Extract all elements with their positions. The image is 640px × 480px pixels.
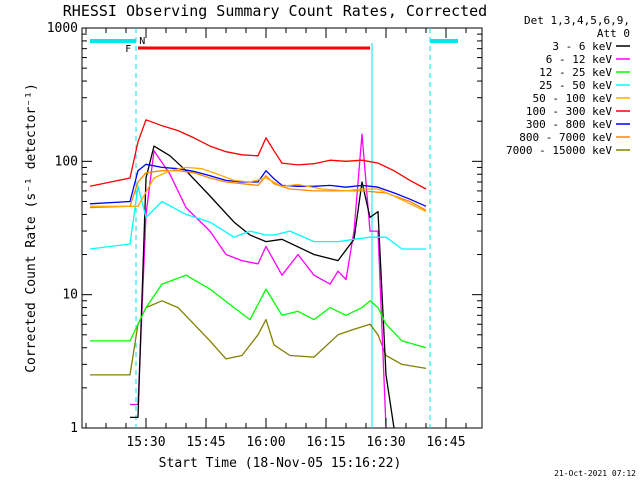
legend-entry-label: 800 - 7000 keV (519, 131, 612, 144)
y-tick-label: 1 (70, 421, 78, 436)
y-axis: 1 10 100 1000 (47, 21, 482, 436)
x-tick-label: 15:30 (126, 435, 165, 450)
series-line (89, 170, 427, 211)
legend-title-line2: Att 0 (597, 27, 630, 40)
x-axis: 15:30 15:45 16:00 16:15 16:30 16:45 (85, 28, 467, 450)
plot-frame (81, 27, 483, 429)
x-tick-label: 15:45 (186, 435, 225, 450)
legend-title-line1: Det 1,3,4,5,6,9, (524, 14, 630, 27)
legend-entry-label: 6 - 12 keV (546, 53, 613, 66)
series-line (89, 185, 426, 250)
y-tick-label: 100 (55, 154, 78, 169)
series-line (90, 166, 427, 213)
legend-entry-label: 12 - 25 keV (539, 66, 612, 79)
legend-entry-label: 300 - 800 keV (526, 118, 612, 131)
flag-label-f: F (125, 44, 131, 55)
series-line (130, 145, 395, 429)
series-line (90, 274, 427, 349)
series-line (89, 119, 427, 190)
series-line (89, 163, 427, 207)
plot-content: NF (89, 28, 458, 429)
y-tick-label: 1000 (47, 21, 78, 36)
legend-entry-label: 25 - 50 keV (539, 79, 612, 92)
legend-entry-label: 3 - 6 keV (552, 40, 612, 53)
chart-title: RHESSI Observing Summary Count Rates, Co… (63, 2, 487, 20)
series-line (130, 133, 387, 429)
flag-label-n: N (139, 36, 145, 47)
y-tick-label: 10 (62, 288, 78, 303)
x-tick-label: 16:15 (306, 435, 345, 450)
x-axis-label: Start Time (18-Nov-05 15:16:22) (159, 456, 402, 471)
legend-entry-label: 50 - 100 keV (533, 92, 613, 105)
timestamp: 21-Oct-2021 07:12 (554, 469, 636, 478)
legend-entry-label: 100 - 300 keV (526, 105, 612, 118)
x-tick-label: 16:30 (366, 435, 405, 450)
x-tick-label: 16:00 (246, 435, 285, 450)
series-line (90, 300, 427, 376)
legend-entry-label: 7000 - 15000 keV (506, 144, 612, 157)
x-tick-label: 16:45 (426, 435, 465, 450)
y-axis-label: Corrected Count Rate (s⁻¹ detector⁻¹) (24, 83, 39, 373)
